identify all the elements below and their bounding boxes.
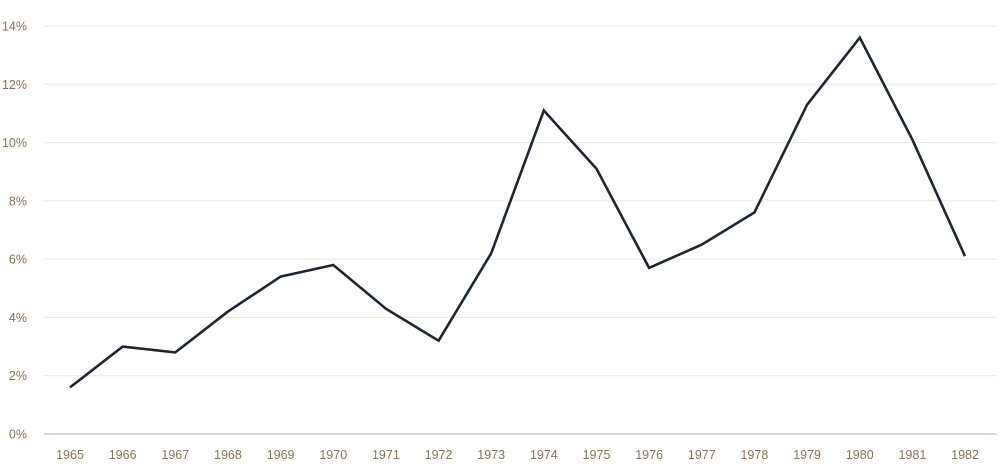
x-tick-label: 1974 [530,448,558,462]
y-tick-label: 6% [9,253,27,267]
y-tick-label: 0% [9,428,27,442]
x-tick-label: 1972 [425,448,453,462]
y-tick-label: 12% [2,78,27,92]
x-tick-label: 1978 [741,448,769,462]
x-tick-label: 1976 [635,448,663,462]
x-tick-label: 1967 [161,448,189,462]
x-tick-label: 1966 [109,448,137,462]
y-tick-label: 14% [2,20,27,34]
x-tick-label: 1981 [898,448,926,462]
x-tick-label: 1973 [477,448,505,462]
y-tick-label: 10% [2,136,27,150]
x-tick-label: 1968 [214,448,242,462]
x-tick-label: 1982 [951,448,979,462]
y-tick-label: 2% [9,369,27,383]
x-tick-label: 1969 [267,448,295,462]
x-tick-label: 1979 [793,448,821,462]
x-tick-label: 1970 [319,448,347,462]
data-line [69,35,967,389]
x-tick-label: 1971 [372,448,400,462]
x-tick-label: 1975 [583,448,611,462]
x-tick-label: 1965 [56,448,84,462]
x-tick-label: 1980 [846,448,874,462]
y-tick-label: 4% [9,311,27,325]
x-tick-label: 1977 [688,448,716,462]
y-tick-label: 8% [9,194,27,208]
